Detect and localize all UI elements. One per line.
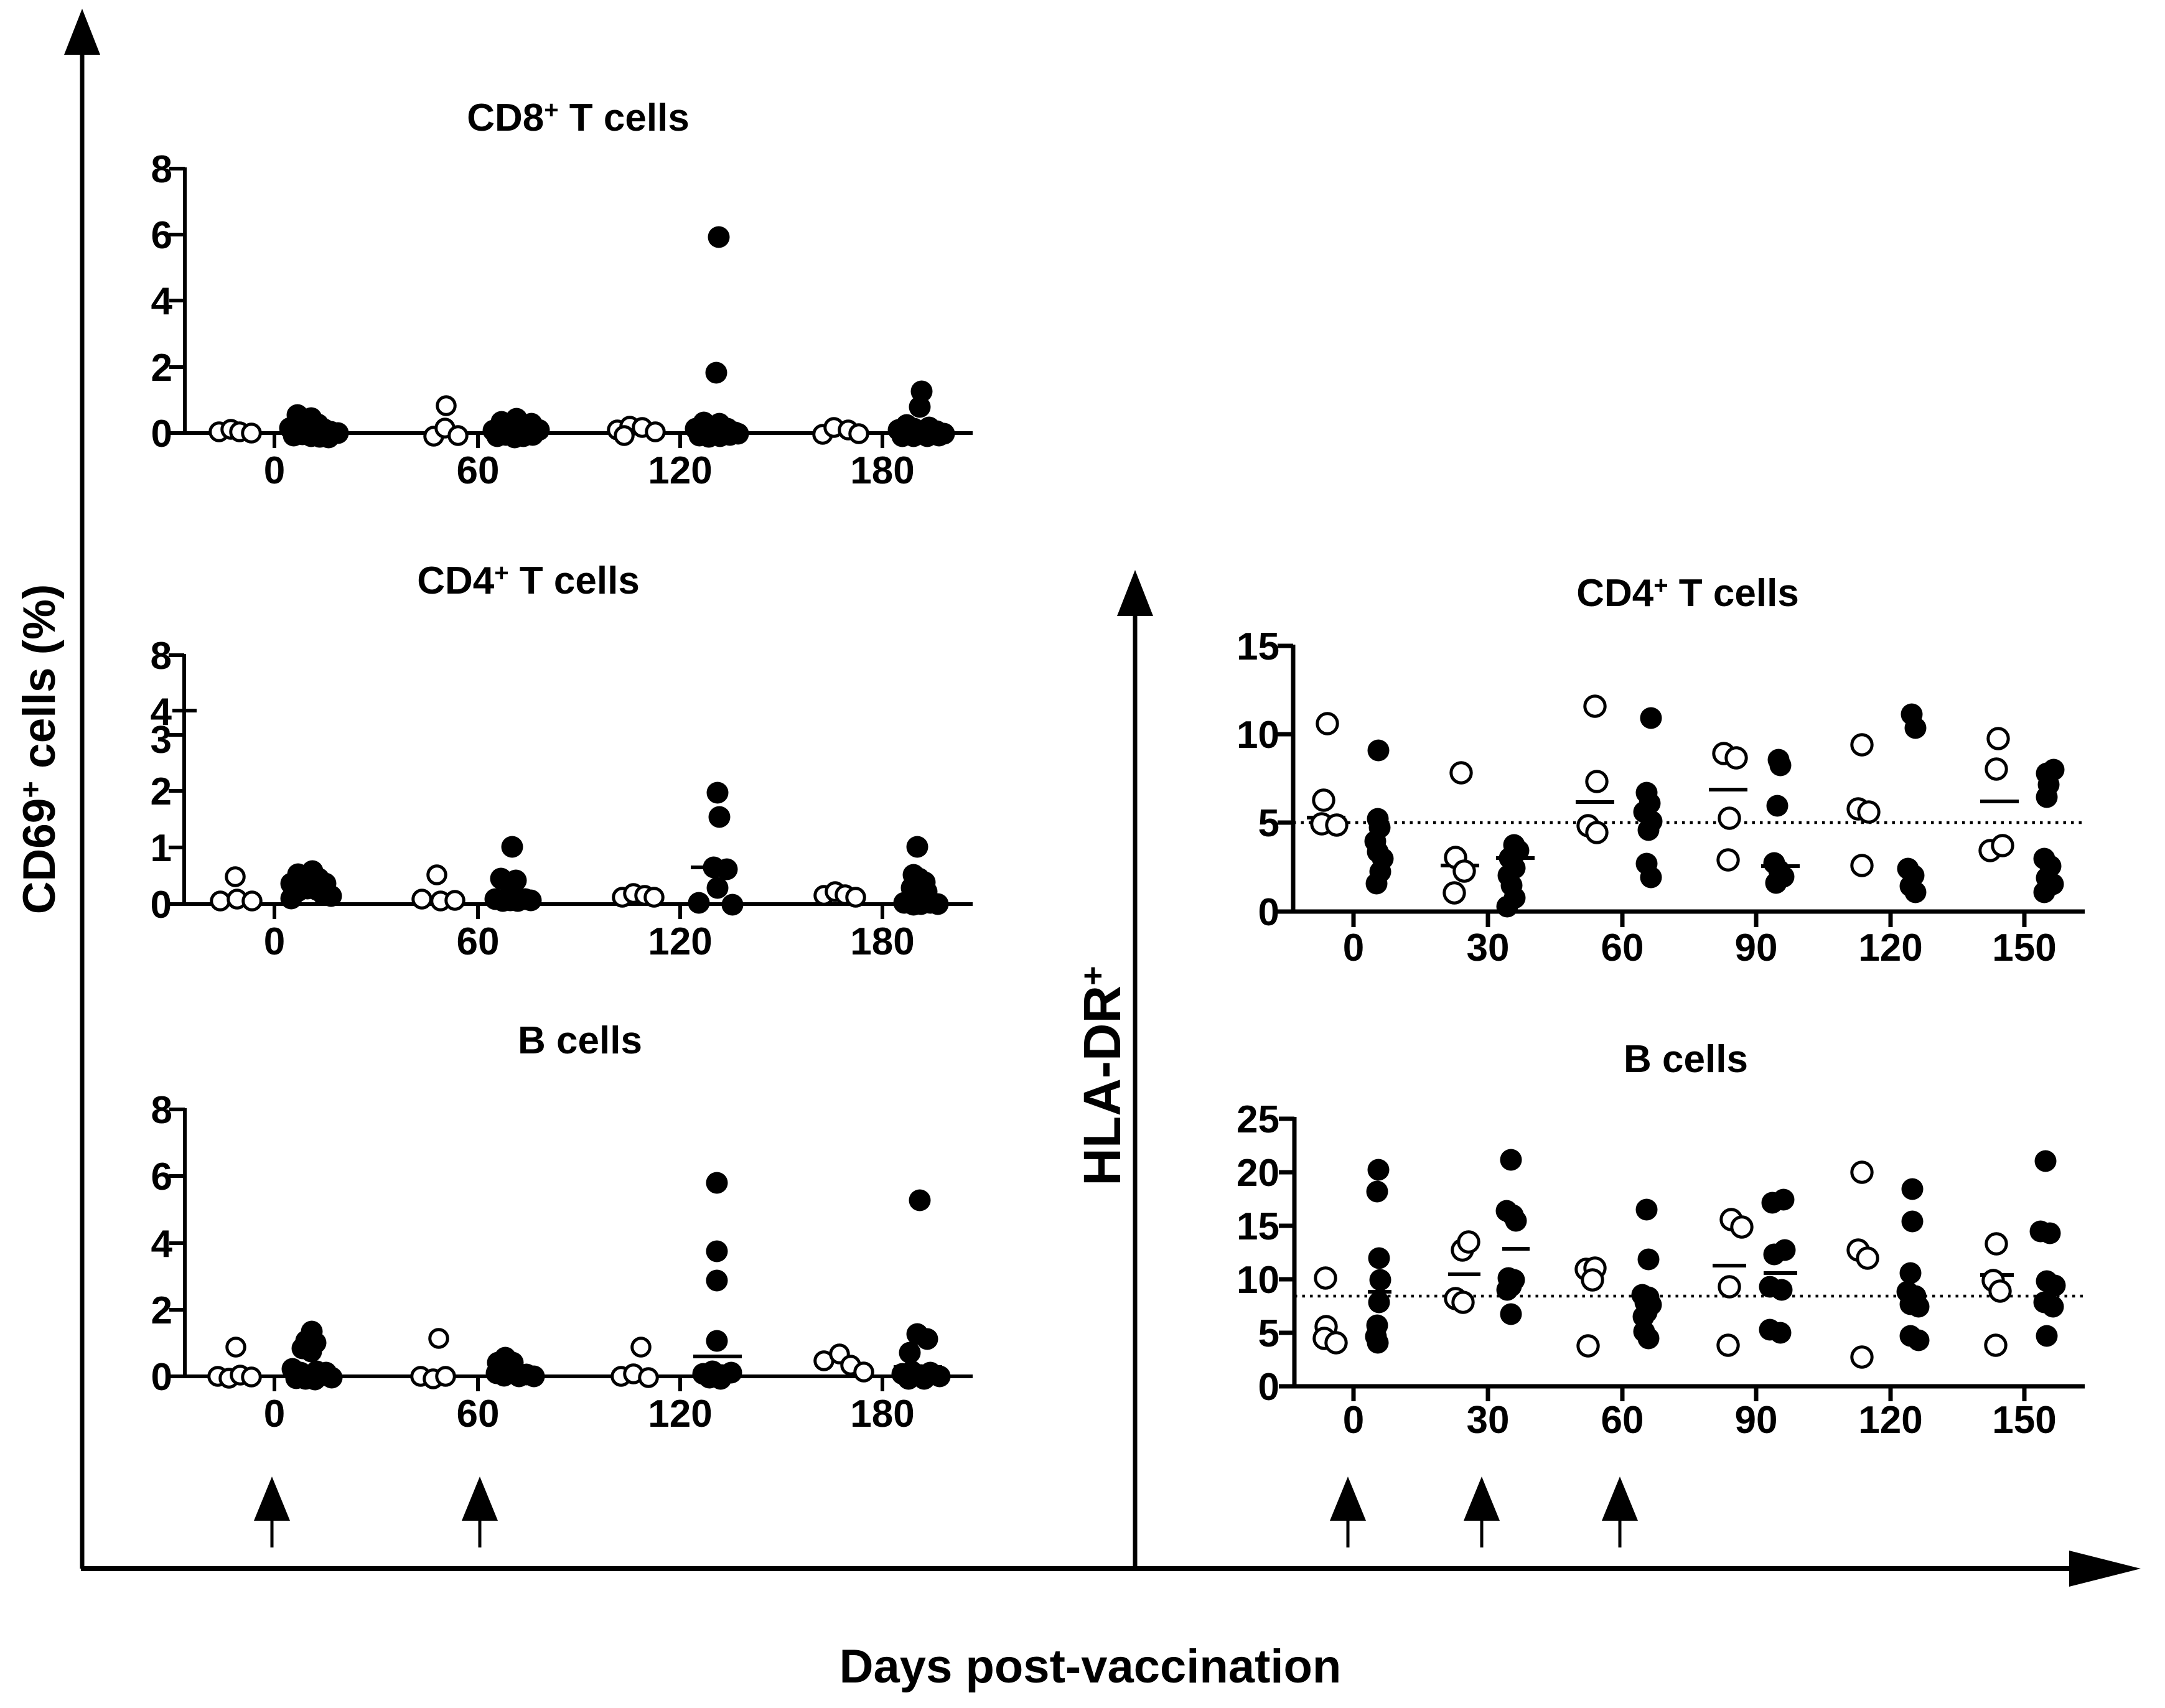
svg-text:60: 60 — [457, 1393, 500, 1435]
svg-text:30: 30 — [1467, 926, 1510, 969]
svg-text:0: 0 — [151, 413, 172, 455]
svg-text:120: 120 — [648, 449, 712, 492]
svg-text:CD4+ T cells: CD4+ T cells — [417, 559, 640, 602]
svg-text:30: 30 — [1467, 1399, 1510, 1442]
svg-text:HLA-DR+: HLA-DR+ — [1073, 966, 1131, 1185]
svg-text:150: 150 — [1992, 1399, 2056, 1442]
svg-text:4: 4 — [151, 691, 172, 734]
svg-text:120: 120 — [648, 1393, 712, 1435]
svg-text:6: 6 — [151, 1155, 172, 1198]
svg-text:120: 120 — [648, 920, 712, 963]
svg-text:8: 8 — [151, 1089, 172, 1132]
svg-text:180: 180 — [850, 1393, 914, 1435]
svg-text:2: 2 — [151, 347, 172, 390]
svg-text:90: 90 — [1735, 1399, 1778, 1442]
svg-text:0: 0 — [264, 449, 285, 492]
svg-text:0: 0 — [1343, 926, 1364, 969]
svg-text:10: 10 — [1237, 1259, 1279, 1302]
svg-text:2: 2 — [151, 770, 172, 813]
svg-text:10: 10 — [1237, 714, 1279, 757]
svg-text:CD8+ T cells: CD8+ T cells — [467, 96, 690, 139]
svg-text:1: 1 — [151, 827, 172, 870]
svg-text:B cells: B cells — [1624, 1038, 1748, 1081]
svg-text:0: 0 — [151, 1356, 172, 1399]
svg-text:B cells: B cells — [518, 1019, 642, 1062]
svg-text:5: 5 — [1258, 802, 1279, 845]
svg-text:2: 2 — [151, 1289, 172, 1332]
svg-text:180: 180 — [850, 920, 914, 963]
svg-text:60: 60 — [457, 449, 500, 492]
svg-text:8: 8 — [151, 635, 172, 678]
svg-text:60: 60 — [457, 920, 500, 963]
svg-text:0: 0 — [264, 1393, 285, 1435]
svg-text:6: 6 — [151, 214, 172, 257]
svg-text:CD4+ T cells: CD4+ T cells — [1576, 572, 1799, 615]
svg-text:0: 0 — [1258, 1366, 1279, 1409]
svg-text:120: 120 — [1858, 926, 1922, 969]
svg-text:25: 25 — [1237, 1098, 1279, 1141]
svg-text:8: 8 — [151, 148, 172, 191]
svg-text:20: 20 — [1237, 1152, 1279, 1195]
svg-text:4: 4 — [151, 1223, 173, 1266]
svg-text:3: 3 — [151, 719, 172, 762]
svg-text:60: 60 — [1601, 1399, 1644, 1442]
svg-text:0: 0 — [264, 920, 285, 963]
svg-text:150: 150 — [1992, 926, 2056, 969]
svg-text:Days post-vaccination: Days post-vaccination — [839, 1640, 1342, 1693]
svg-text:15: 15 — [1237, 1205, 1279, 1248]
svg-text:180: 180 — [850, 449, 914, 492]
svg-text:0: 0 — [1343, 1399, 1364, 1442]
svg-text:15: 15 — [1237, 625, 1279, 668]
svg-text:60: 60 — [1601, 926, 1644, 969]
svg-text:120: 120 — [1858, 1399, 1922, 1442]
svg-text:0: 0 — [151, 884, 172, 926]
svg-text:0: 0 — [1258, 891, 1279, 934]
svg-text:5: 5 — [1258, 1312, 1279, 1355]
svg-text:4: 4 — [151, 280, 173, 323]
svg-text:CD69+ cells (%): CD69+ cells (%) — [14, 584, 65, 915]
svg-text:90: 90 — [1735, 926, 1778, 969]
